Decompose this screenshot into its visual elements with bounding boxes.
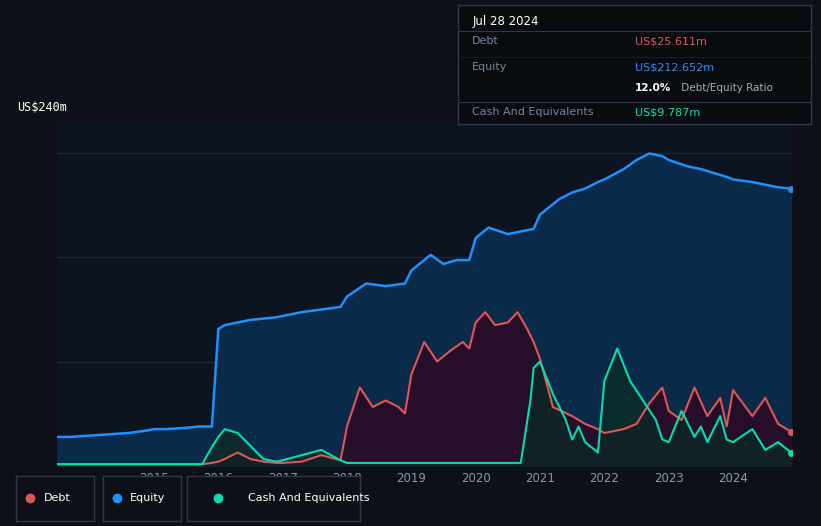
Text: Cash And Equivalents: Cash And Equivalents <box>472 107 594 117</box>
Text: US$240m: US$240m <box>17 101 67 114</box>
Text: Debt: Debt <box>44 493 71 503</box>
Text: Debt: Debt <box>472 36 499 46</box>
Text: US$9.787m: US$9.787m <box>635 107 699 117</box>
Text: US$25.611m: US$25.611m <box>635 36 707 46</box>
Text: Debt/Equity Ratio: Debt/Equity Ratio <box>677 83 773 94</box>
Text: US$212.652m: US$212.652m <box>635 62 713 72</box>
Text: Cash And Equivalents: Cash And Equivalents <box>248 493 369 503</box>
Text: US$0: US$0 <box>17 476 45 489</box>
Text: Jul 28 2024: Jul 28 2024 <box>472 15 539 28</box>
Text: Equity: Equity <box>472 62 507 72</box>
Text: 12.0%: 12.0% <box>635 83 671 94</box>
Text: Equity: Equity <box>130 493 165 503</box>
